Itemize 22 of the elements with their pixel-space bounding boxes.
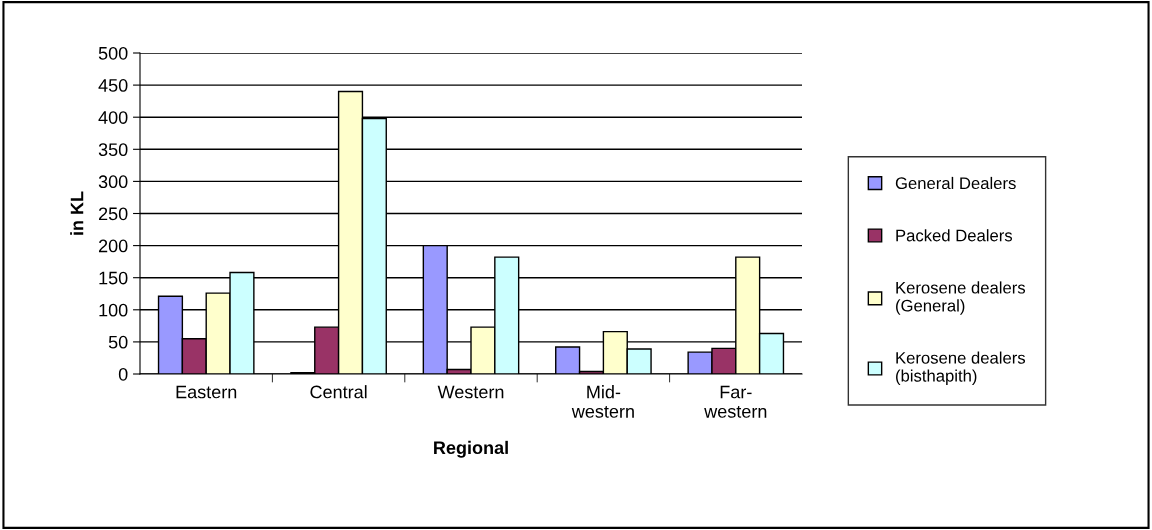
x-tick-label: Mid- western xyxy=(571,385,634,418)
x-axis-title: Regional xyxy=(434,440,508,458)
y-tick-label: 200 xyxy=(98,239,128,253)
x-tick-label: Eastern xyxy=(176,385,237,399)
y-tick-label: 500 xyxy=(98,46,128,60)
legend-label: Packed Dealers xyxy=(896,229,1013,242)
y-tick-label: 250 xyxy=(98,207,128,221)
y-tick-label: 0 xyxy=(118,367,128,381)
legend-label: General Dealers xyxy=(895,176,1016,190)
x-tick-label: Far- western xyxy=(704,385,767,418)
y-tick-label: 400 xyxy=(98,111,128,124)
y-tick-label: 450 xyxy=(98,79,128,92)
y-tick-label: 100 xyxy=(99,303,128,317)
legend-label: Kerosene dealers (General) xyxy=(896,281,1026,315)
y-tick-label: 350 xyxy=(98,143,128,157)
x-tick-label: Central xyxy=(310,385,367,399)
y-tick-label: 300 xyxy=(98,175,128,189)
legend-label: Kerosene dealers (bisthapith) xyxy=(896,351,1026,386)
y-tick-label: 150 xyxy=(99,271,128,285)
y-tick-label: 50 xyxy=(108,335,128,349)
y-axis-title: in KL xyxy=(70,191,84,235)
x-tick-label: Western xyxy=(437,385,504,399)
